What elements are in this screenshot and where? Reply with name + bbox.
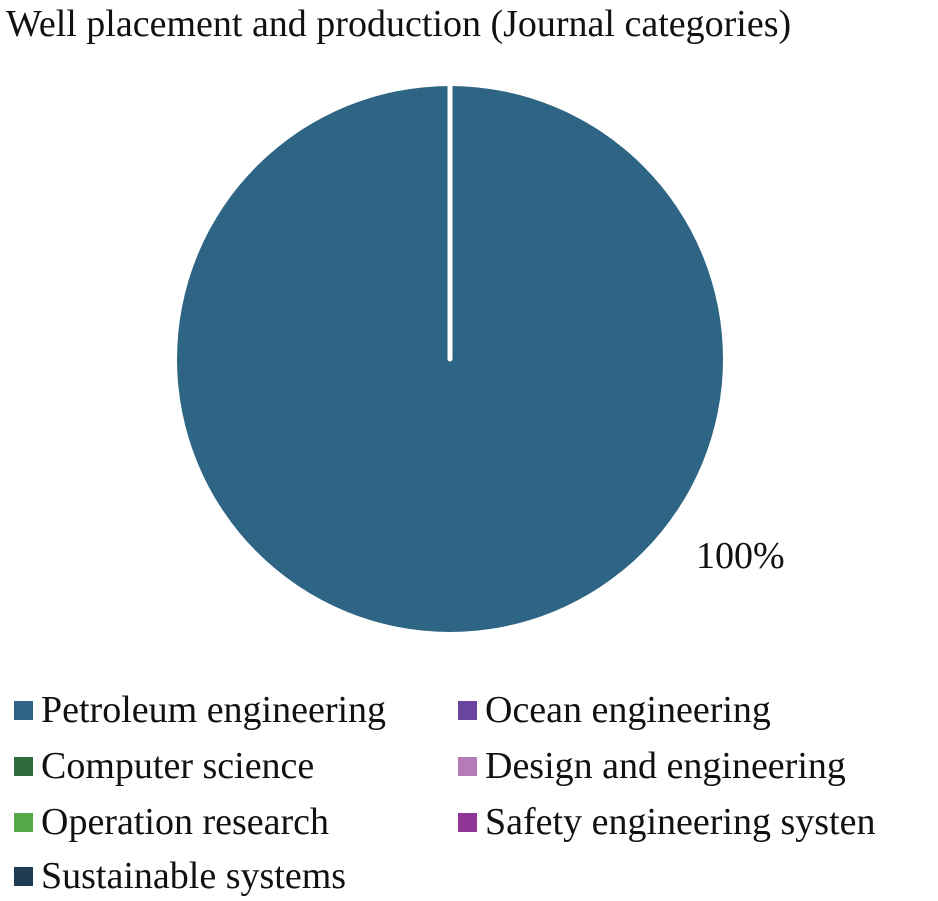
legend-label: Safety engineering systen: [485, 801, 876, 843]
legend-label: Ocean engineering: [485, 689, 771, 731]
legend-swatch: [14, 866, 33, 886]
data-label-petroleum-engineering: 100%: [696, 535, 785, 577]
legend-label: Sustainable systems: [41, 855, 347, 897]
legend-swatch: [14, 756, 33, 776]
legend-item-ocean-engineering: Ocean engineering: [458, 688, 771, 732]
legend-label: Design and engineering: [485, 745, 846, 787]
legend-label: Operation research: [41, 801, 330, 843]
legend-item-sustainable-systems: Sustainable systems: [14, 854, 346, 898]
legend-swatch: [458, 812, 477, 832]
legend-item-operation-research: Operation research: [14, 800, 329, 844]
legend-item-design-and-engineering: Design and engineering: [458, 744, 846, 788]
legend-item-safety-engineering-systen: Safety engineering systen: [458, 800, 875, 844]
legend-item-petroleum-engineering: Petroleum engineering: [14, 688, 386, 732]
legend-label: Computer science: [41, 745, 315, 787]
legend-swatch: [14, 700, 33, 720]
legend-item-computer-science: Computer science: [14, 744, 314, 788]
legend: Petroleum engineering Ocean engineering …: [14, 688, 938, 900]
legend-swatch: [14, 812, 33, 832]
legend-swatch: [458, 756, 477, 776]
chart-title: Well placement and production (Journal c…: [6, 3, 792, 45]
legend-label: Petroleum engineering: [41, 689, 387, 731]
legend-swatch: [458, 700, 477, 720]
